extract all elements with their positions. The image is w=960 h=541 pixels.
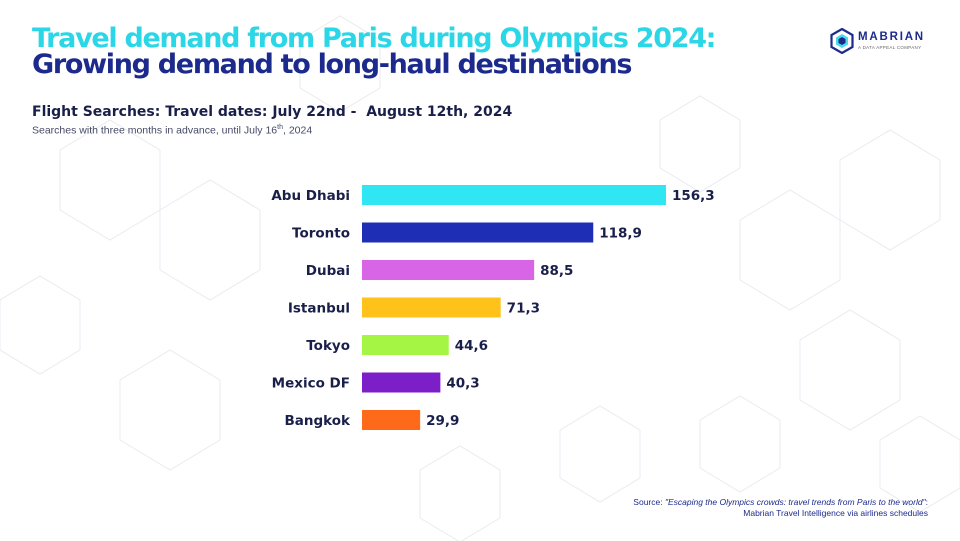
- bar-dubai: [362, 260, 535, 280]
- category-label-tokyo: Tokyo: [306, 338, 350, 354]
- source-suffix: : Mabrian Travel Intelligence via airlin…: [743, 497, 928, 518]
- value-label-toronto: 118,9: [599, 226, 642, 242]
- bar-tokyo: [362, 335, 449, 355]
- bar-chart: Abu Dhabi 156,3 Toronto 118,9 Dubai 88,5 Istan…: [271, 185, 715, 430]
- logo-tagline: A DATA APPEAL COMPANY: [858, 45, 922, 50]
- category-label-abu-dhabi: Abu Dhabi: [271, 188, 350, 204]
- source-quote: "Escaping the Olympics crowds: travel tr…: [664, 497, 926, 507]
- chart-subtitle: Flight Searches: Travel dates: July 22nd…: [32, 104, 513, 120]
- value-label-tokyo: 44,6: [455, 338, 488, 354]
- value-label-istanbul: 71,3: [507, 301, 540, 317]
- bar-bangkok: [362, 410, 421, 430]
- bar-abu-dhabi: [362, 185, 666, 205]
- value-label-bangkok: 29,9: [426, 413, 459, 429]
- value-label-mexico-df: 40,3: [446, 376, 479, 392]
- value-label-abu-dhabi: 156,3: [672, 188, 715, 204]
- hexagon-logo-icon: [830, 27, 854, 55]
- category-label-toronto: Toronto: [292, 226, 350, 242]
- mabrian-logo: MABRIAN A DATA APPEAL COMPANY: [830, 27, 940, 56]
- bar-toronto: [362, 222, 594, 243]
- category-label-dubai: Dubai: [306, 263, 350, 279]
- value-label-dubai: 88,5: [540, 263, 573, 279]
- bar-istanbul: [362, 297, 501, 318]
- chart-note-suffix: , 2024: [282, 124, 313, 137]
- category-label-bangkok: Bangkok: [284, 413, 351, 429]
- category-label-istanbul: Istanbul: [288, 301, 350, 317]
- source-note: Source: "Escaping the Olympics crowds: t…: [628, 497, 928, 519]
- logo-name: MABRIAN: [858, 31, 925, 43]
- chart-note-sup: th: [277, 124, 283, 131]
- chart-note-text: Searches with three months in advance, u…: [32, 124, 278, 137]
- category-label-mexico-df: Mexico DF: [272, 376, 350, 392]
- bar-mexico-df: [362, 372, 441, 393]
- chart-note: Searches with three months in advance, u…: [32, 124, 312, 137]
- title-line-1: Travel demand from Paris during Olympics…: [32, 23, 716, 54]
- title-line-2: Growing demand to long-haul destinations: [32, 49, 632, 80]
- source-prefix: Source:: [633, 497, 665, 507]
